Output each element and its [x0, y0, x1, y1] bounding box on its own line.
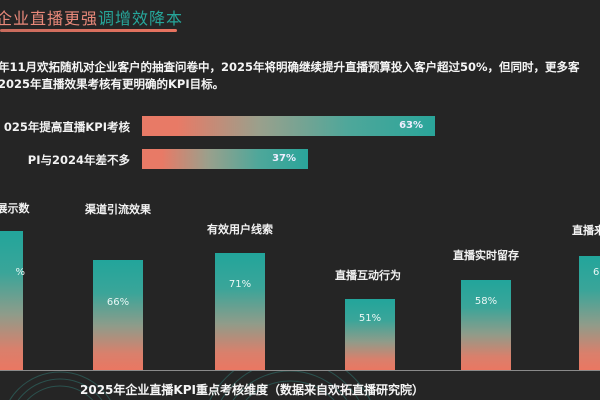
- description-line-2: 2025年直播效果考核有更明确的KPI目标。: [0, 77, 225, 91]
- vbar-label: 有效用户线索: [207, 223, 273, 236]
- vbar-value: %: [15, 267, 25, 279]
- description-line-1: 年11月欢拓随机对企业客户的抽查问卷中，2025年将明确继续提升直播预算投入客户…: [0, 60, 580, 74]
- vbar-value: 51%: [358, 313, 382, 325]
- hbar-row: PI与2024年差不多 37%: [0, 149, 600, 171]
- hbar: 63%: [142, 116, 435, 136]
- vbar: 6: [579, 256, 600, 370]
- vbar-label: 直播来: [572, 224, 600, 237]
- title-part-2: 调增效降本: [98, 9, 184, 28]
- vbar: 51%: [345, 299, 395, 370]
- hbar-label: 025年提高直播KPI考核: [3, 120, 130, 134]
- vbar-value: 58%: [474, 296, 498, 308]
- vbar-label: 直播互动行为: [335, 269, 401, 282]
- title-part-1: 企业直播更强: [0, 9, 99, 28]
- vbar-value: 71%: [228, 278, 252, 290]
- vbar-label: 直播实时留存: [453, 249, 519, 262]
- chart-baseline: [0, 370, 600, 371]
- chart-caption: 2025年企业直播KPI重点考核维度（数据来自欢拓直播研究院）: [80, 383, 424, 397]
- decorative-arcs: [0, 371, 600, 400]
- vbar-label: 渠道引流效果: [85, 203, 151, 216]
- vbar-value: 66%: [106, 297, 130, 309]
- vbar-value: 6: [593, 267, 600, 279]
- hbar-value: 63%: [399, 120, 423, 131]
- hbar-value: 37%: [272, 153, 296, 164]
- vbar-label: 展示数: [0, 202, 30, 215]
- hbar-row: 025年提高直播KPI考核 63%: [0, 116, 600, 138]
- hbar: 37%: [142, 149, 308, 169]
- vbar: %: [0, 231, 25, 370]
- description: 年11月欢拓随机对企业客户的抽查问卷中，2025年将明确继续提升直播预算投入客户…: [0, 59, 580, 93]
- vbar: 66%: [93, 260, 143, 370]
- vbar: 71%: [215, 253, 265, 370]
- page-title: 企业直播更强调增效降本: [0, 5, 183, 29]
- title-underline: [0, 29, 177, 32]
- hbar-label: PI与2024年差不多: [27, 153, 130, 167]
- vbar: 58%: [461, 280, 511, 370]
